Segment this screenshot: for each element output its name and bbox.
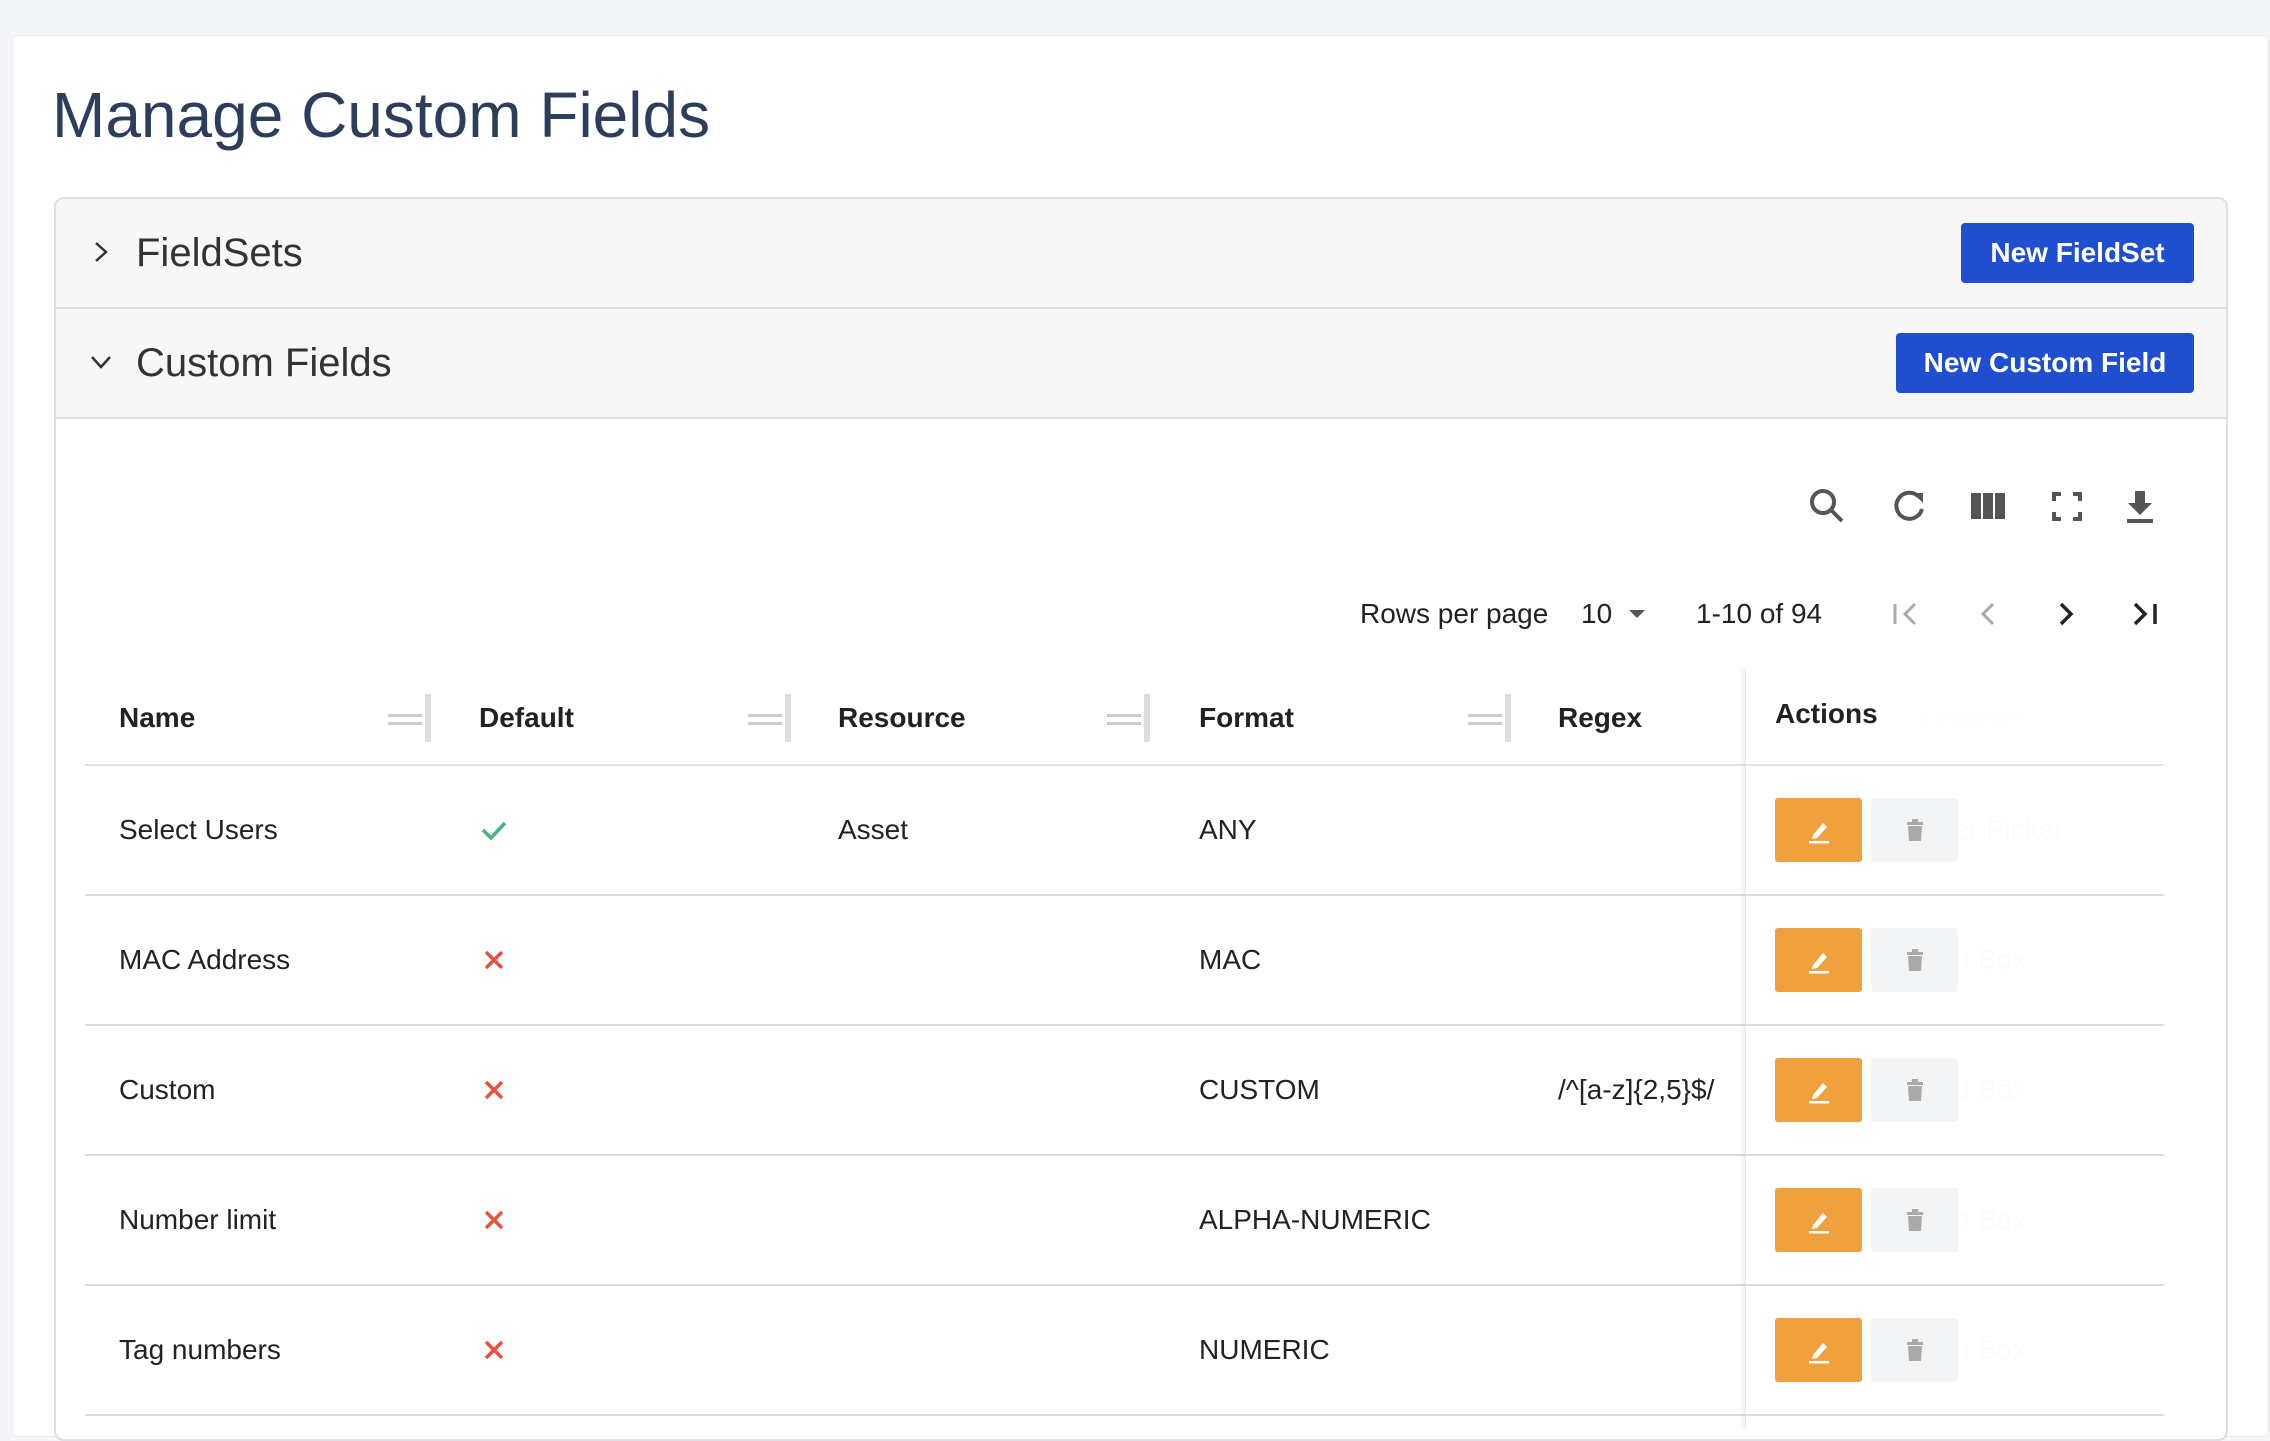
- edit-button[interactable]: [1775, 928, 1862, 992]
- new-fieldset-button[interactable]: New FieldSet: [1961, 223, 2194, 283]
- edit-button[interactable]: [1775, 1188, 1862, 1252]
- row-line: [85, 1284, 2165, 1286]
- column-menu-handle: [1107, 713, 1141, 732]
- row-line: [1745, 1414, 2163, 1416]
- cross-icon: [479, 1075, 509, 1110]
- toolbar: [1810, 489, 2153, 523]
- column-header: Resource: [838, 702, 966, 733]
- column-header: Format: [1199, 702, 1294, 733]
- row-line: [85, 894, 2165, 896]
- section-header[interactable]: Custom Fields New Custom Field: [56, 309, 2226, 419]
- delete-button[interactable]: [1871, 1058, 1958, 1122]
- new-custom-field-button[interactable]: New Custom Field: [1896, 333, 2194, 393]
- delete-button[interactable]: [1871, 1318, 1958, 1382]
- column-menu-handle: [1468, 713, 1502, 732]
- check-icon: [479, 815, 509, 850]
- section-title: FieldSets: [136, 231, 303, 275]
- row-line: [1745, 1284, 2163, 1286]
- pagination-nav: [1893, 602, 2157, 626]
- cell: Tag numbers: [119, 1334, 281, 1365]
- cell: MAC Address: [119, 944, 291, 975]
- cross-icon: [479, 945, 509, 980]
- prev-page[interactable]: [1980, 602, 1995, 626]
- cell: Select Users: [119, 814, 278, 845]
- table: NameDefaultResourceFormatRegexElementSel…: [85, 669, 2165, 1429]
- actions-column: [1745, 669, 2164, 1429]
- delete-button[interactable]: [1871, 798, 1958, 862]
- cell: MAC: [1199, 944, 1262, 975]
- column-resizer: [1144, 694, 1150, 742]
- cell: /^[a-z]{2,5}$/: [1558, 1074, 1715, 1105]
- cell: NUMERIC: [1199, 1334, 1330, 1365]
- download-icon[interactable]: [2127, 491, 2153, 523]
- header-line: [1745, 764, 2163, 766]
- column-header: Regex: [1558, 702, 1643, 733]
- page-range: 1-10 of 94: [1696, 598, 1823, 629]
- last-page[interactable]: [2133, 602, 2157, 626]
- actions-header: Actions: [1775, 698, 1878, 729]
- first-page[interactable]: [1893, 602, 1917, 626]
- page-title: Manage Custom Fields: [52, 79, 711, 151]
- edit-button[interactable]: [1775, 1318, 1862, 1382]
- column-resizer: [425, 694, 431, 742]
- cell: Custom: [119, 1074, 216, 1105]
- row-line: [1745, 1154, 2163, 1156]
- column-menu-handle: [748, 713, 782, 732]
- cross-icon: [479, 1205, 509, 1240]
- search-icon[interactable]: [1810, 489, 1844, 523]
- dropdown-arrow: [1629, 610, 1645, 618]
- chevron-right: [95, 242, 108, 262]
- section-title: Custom Fields: [136, 341, 392, 385]
- column-resizer: [1505, 694, 1511, 742]
- row-line: [1745, 1024, 2163, 1026]
- header-line: [85, 764, 2165, 766]
- fullscreen-icon[interactable]: [2052, 492, 2082, 521]
- edit-button[interactable]: [1775, 798, 1862, 862]
- next-page[interactable]: [2059, 602, 2074, 626]
- cell: ALPHA-NUMERIC: [1199, 1204, 1431, 1235]
- cell: Number limit: [119, 1204, 277, 1235]
- cell: ANY: [1199, 814, 1257, 845]
- row-line: [85, 1154, 2165, 1156]
- column-header: Name: [119, 702, 196, 733]
- edit-button[interactable]: [1775, 1058, 1862, 1122]
- chevron-down: [91, 356, 111, 369]
- cell: Asset: [838, 814, 909, 845]
- refresh-icon[interactable]: [1894, 490, 1924, 521]
- delete-button[interactable]: [1871, 928, 1958, 992]
- cross-icon: [479, 1335, 509, 1370]
- section-header[interactable]: FieldSets New FieldSet: [56, 199, 2226, 309]
- column-header: Default: [479, 702, 574, 733]
- row-line: [1745, 894, 2163, 896]
- cell: CUSTOM: [1199, 1074, 1320, 1105]
- delete-button[interactable]: [1871, 1188, 1958, 1252]
- column-resizer: [785, 694, 791, 742]
- column-menu-handle: [388, 713, 422, 732]
- columns-icon[interactable]: [1971, 493, 2005, 519]
- rows-per-page-select[interactable]: 10: [1581, 598, 1613, 629]
- rows-per-page-label: Rows per page: [1360, 598, 1549, 629]
- row-line: [85, 1414, 2165, 1416]
- row-line: [85, 1024, 2165, 1026]
